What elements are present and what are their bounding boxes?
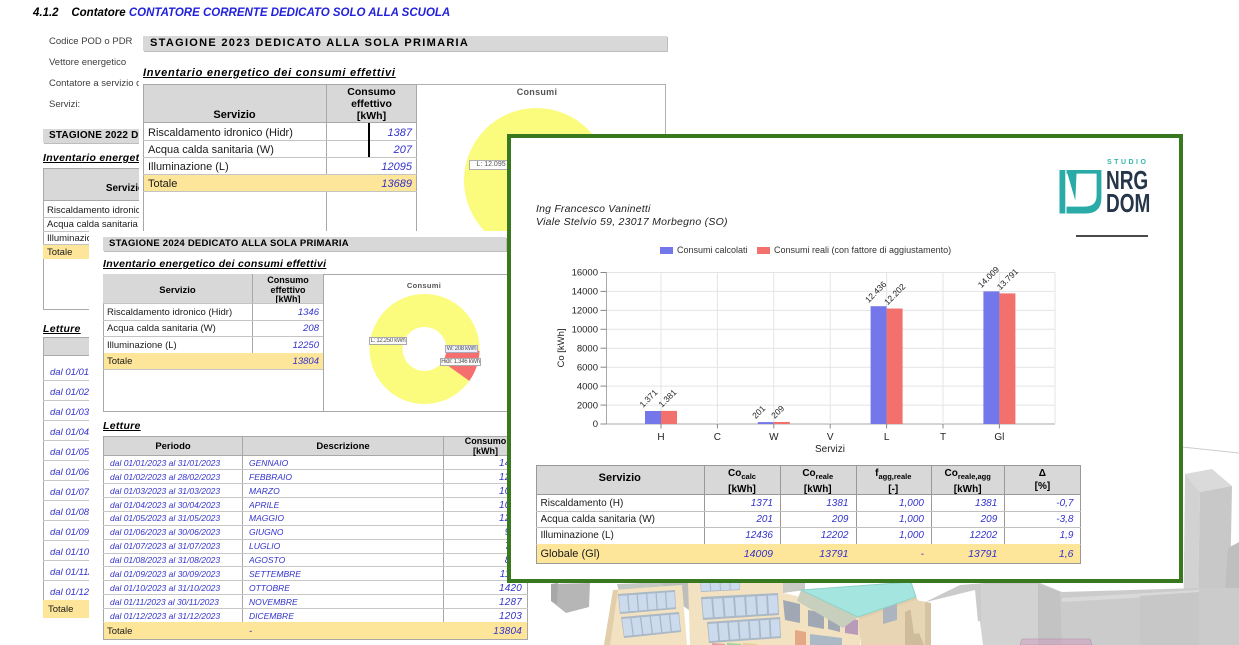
svg-text:201: 201 xyxy=(750,403,767,420)
svg-text:L: L xyxy=(884,432,890,443)
svg-text:1.371: 1.371 xyxy=(637,387,659,409)
svg-text:16000: 16000 xyxy=(572,268,598,279)
svg-text:0: 0 xyxy=(593,419,598,430)
svg-text:12000: 12000 xyxy=(572,306,598,317)
svg-text:8000: 8000 xyxy=(577,343,598,354)
svg-text:209: 209 xyxy=(769,403,786,420)
svg-text:T: T xyxy=(940,432,946,443)
svg-text:2000: 2000 xyxy=(577,400,598,411)
svg-text:Gl: Gl xyxy=(994,432,1004,443)
svg-text:10000: 10000 xyxy=(572,325,598,336)
svg-text:Co [kWh]: Co [kWh] xyxy=(556,328,567,367)
svg-text:H: H xyxy=(657,432,664,443)
svg-text:4000: 4000 xyxy=(577,381,598,392)
svg-text:C: C xyxy=(714,432,721,443)
svg-text:Servizi: Servizi xyxy=(815,444,845,455)
svg-text:14000: 14000 xyxy=(572,287,598,298)
svg-text:1.381: 1.381 xyxy=(656,387,678,409)
svg-text:6000: 6000 xyxy=(577,362,598,373)
svg-text:W: W xyxy=(769,432,779,443)
svg-text:V: V xyxy=(827,432,834,443)
